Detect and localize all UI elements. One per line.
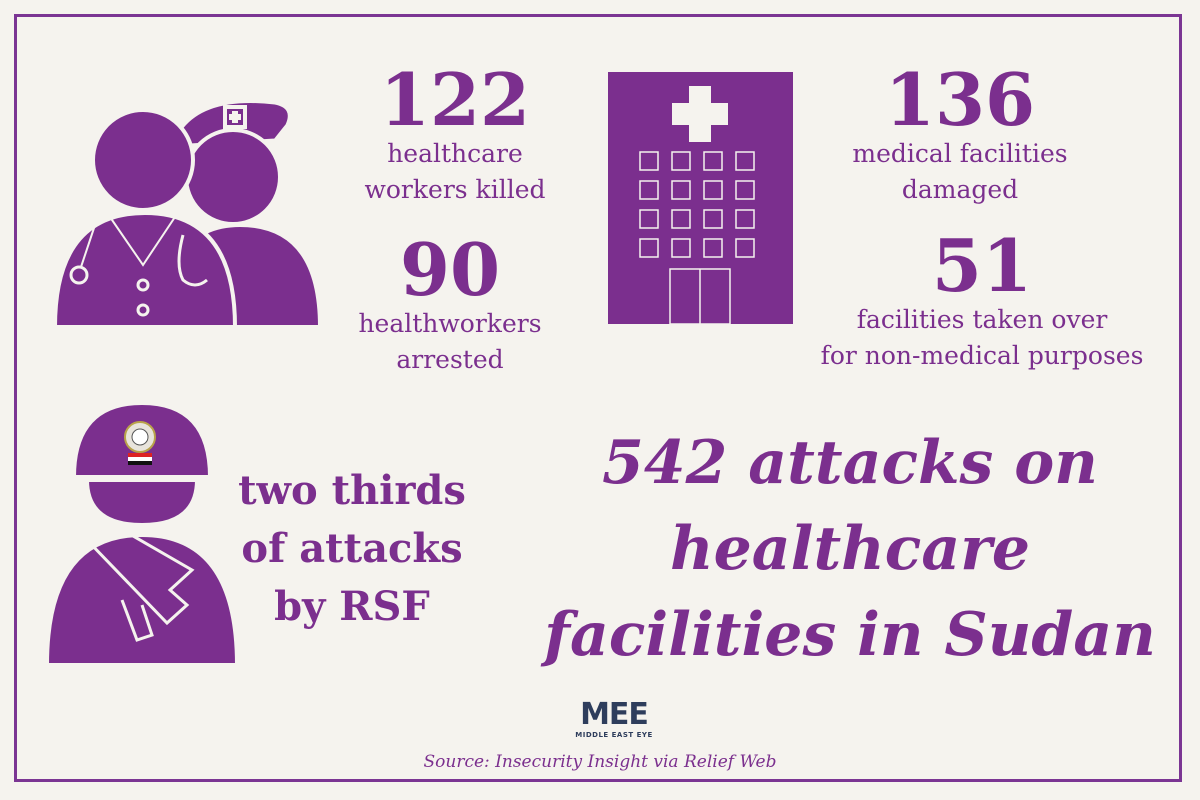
hospital-window bbox=[703, 238, 723, 258]
hospital-window bbox=[735, 151, 755, 171]
headline-line-1: 542 attacks on bbox=[602, 428, 1098, 498]
rsf-share-text: two thirds of attacks by RSF bbox=[222, 462, 482, 636]
hospital-window bbox=[639, 209, 659, 229]
hospital-window bbox=[671, 209, 691, 229]
healthcare-workers-icon bbox=[55, 100, 323, 329]
hospital-window bbox=[703, 209, 723, 229]
hospital-window bbox=[671, 238, 691, 258]
source-credit: Source: Insecurity Insight via Relief We… bbox=[423, 752, 777, 772]
headline-line-2: healthcare bbox=[670, 514, 1030, 584]
hospital-window bbox=[735, 238, 755, 258]
mee-logo-mark: MEE bbox=[580, 697, 649, 732]
headline-line-3: facilities in Sudan bbox=[544, 600, 1156, 670]
stat-taken-over-label-1: facilities taken over bbox=[856, 305, 1108, 334]
stat-damaged: 136 medical facilities damaged bbox=[820, 64, 1100, 208]
stat-taken-over: 51 facilities taken over for non-medical… bbox=[812, 230, 1152, 374]
rsf-line-3: by RSF bbox=[274, 583, 430, 630]
hospital-window bbox=[703, 180, 723, 200]
infographic-frame bbox=[14, 14, 1182, 782]
hospital-window bbox=[671, 151, 691, 171]
stat-damaged-label-2: damaged bbox=[901, 175, 1019, 204]
stat-killed-label-2: workers killed bbox=[364, 175, 546, 204]
stat-arrested-label-2: arrested bbox=[396, 345, 504, 374]
hospital-building-icon bbox=[608, 72, 793, 324]
stat-taken-over-number: 51 bbox=[931, 223, 1033, 308]
rsf-line-1: two thirds bbox=[238, 467, 466, 514]
stat-taken-over-label-2: for non-medical purposes bbox=[820, 341, 1144, 370]
stat-killed-number: 122 bbox=[379, 57, 531, 142]
hospital-window bbox=[735, 180, 755, 200]
hospital-window bbox=[639, 180, 659, 200]
hospital-window bbox=[735, 209, 755, 229]
mee-logo: MEE MIDDLE EAST EYE bbox=[566, 700, 662, 740]
stat-damaged-number: 136 bbox=[884, 57, 1036, 142]
hospital-window bbox=[639, 151, 659, 171]
stat-arrested-label-1: healthworkers bbox=[358, 309, 542, 338]
stat-damaged-label-1: medical facilities bbox=[852, 139, 1068, 168]
mee-logo-name: MIDDLE EAST EYE bbox=[575, 731, 653, 739]
stat-killed: 122 healthcare workers killed bbox=[340, 64, 570, 208]
stat-arrested-number: 90 bbox=[399, 227, 501, 312]
hospital-window bbox=[639, 238, 659, 258]
hospital-window bbox=[671, 180, 691, 200]
stat-killed-label-1: healthcare bbox=[387, 139, 523, 168]
headline: 542 attacks on healthcare facilities in … bbox=[520, 420, 1180, 678]
hospital-window bbox=[703, 151, 723, 171]
rsf-line-2: of attacks bbox=[241, 525, 463, 572]
stat-arrested: 90 healthworkers arrested bbox=[335, 234, 565, 378]
soldier-icon bbox=[44, 400, 240, 667]
